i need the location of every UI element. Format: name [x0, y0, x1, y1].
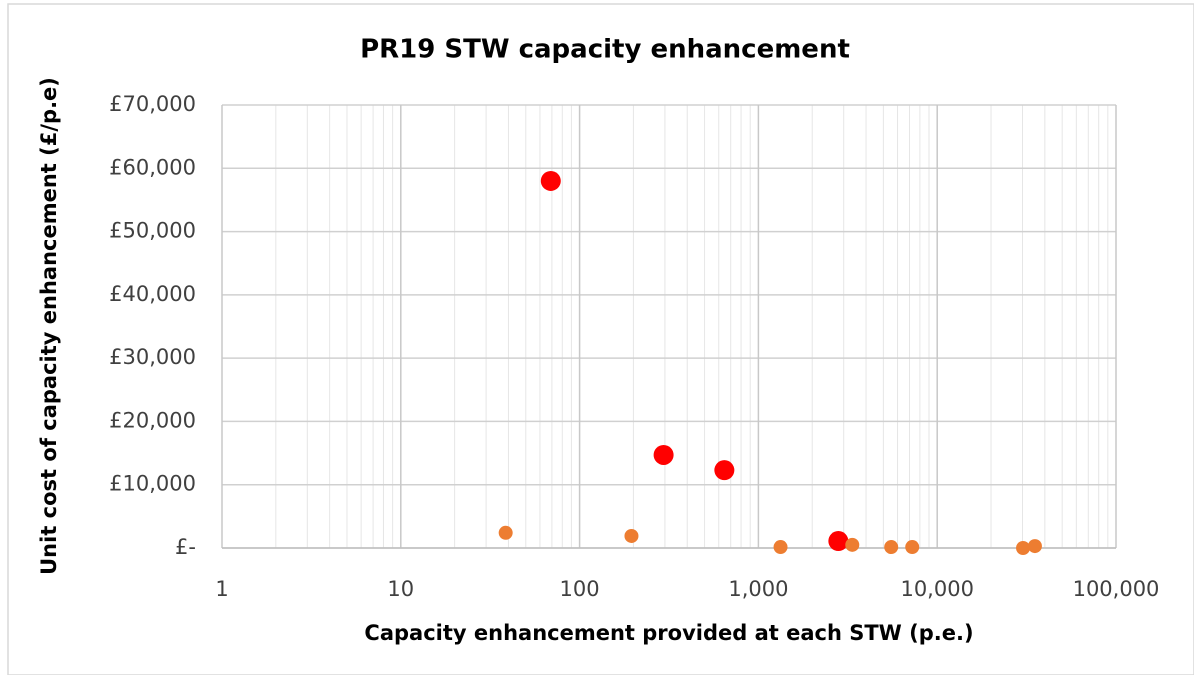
- x-tick-label: 1: [215, 577, 228, 601]
- point: [773, 540, 788, 555]
- point: [1016, 541, 1031, 555]
- y-tick-label: £40,000: [109, 282, 196, 306]
- point: [1027, 539, 1042, 554]
- x-axis-label: Capacity enhancement provided at each ST…: [364, 621, 973, 645]
- point: [845, 537, 860, 552]
- point: [653, 444, 674, 465]
- point: [884, 540, 899, 555]
- y-tick-label: £70,000: [109, 92, 196, 116]
- chart-border: [7, 3, 1194, 675]
- point: [624, 528, 639, 543]
- y-tick-label: £10,000: [109, 472, 196, 496]
- point: [828, 531, 849, 552]
- x-tick-label: 10,000: [900, 577, 973, 601]
- y-tick-label: £60,000: [109, 155, 196, 179]
- x-tick-label: 1,000: [728, 577, 788, 601]
- chart-title: PR19 STW capacity enhancement: [360, 35, 850, 65]
- point: [540, 170, 561, 191]
- y-tick-label: £50,000: [109, 219, 196, 243]
- point: [905, 540, 920, 555]
- y-tick-label: £20,000: [109, 408, 196, 432]
- point: [498, 525, 513, 540]
- y-tick-label: £30,000: [109, 345, 196, 369]
- x-tick-label: 100,000: [1073, 577, 1160, 601]
- point: [714, 460, 735, 481]
- y-axis-label: Unit cost of capacity enhancement (£/p.e…: [37, 77, 61, 575]
- x-tick-label: 100: [560, 577, 600, 601]
- y-tick-label: £-: [175, 535, 196, 559]
- x-tick-label: 10: [387, 577, 414, 601]
